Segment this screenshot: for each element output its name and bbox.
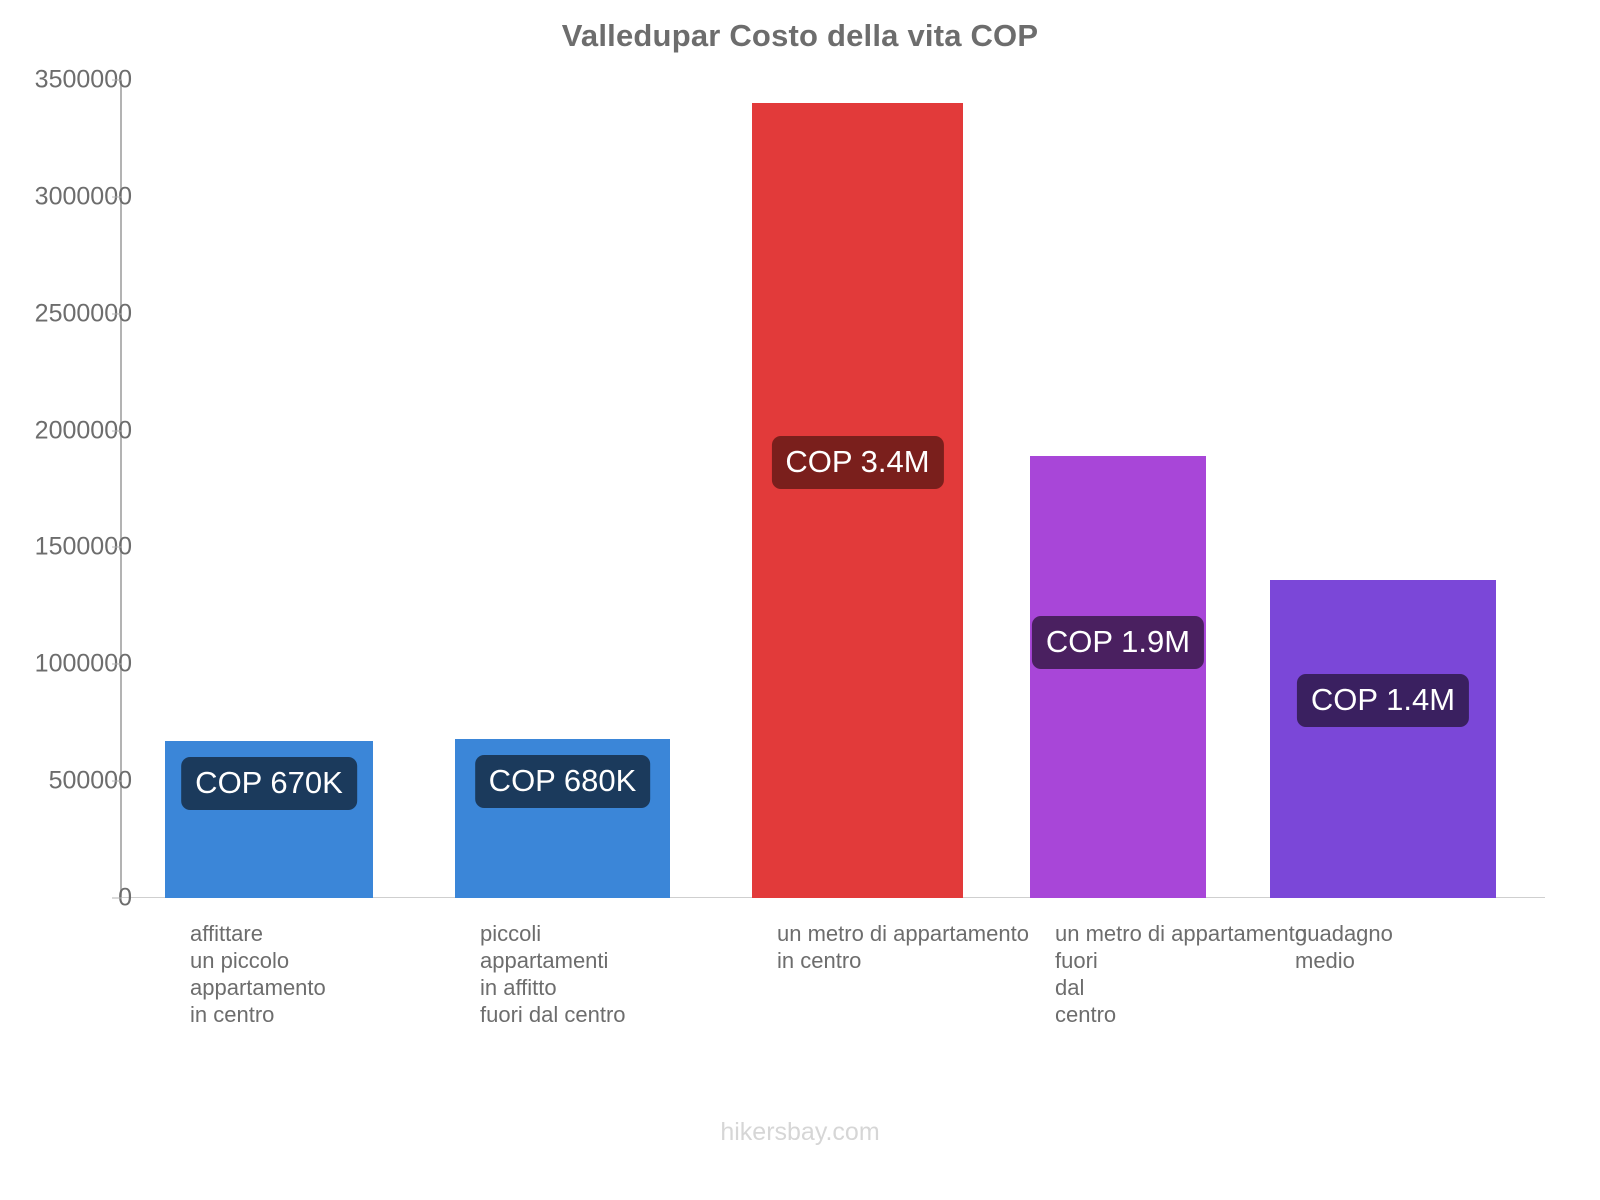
bar-rectangle[interactable] bbox=[1030, 456, 1206, 898]
x-axis-category-label-line: guadagno bbox=[1295, 921, 1393, 946]
bar-rectangle[interactable] bbox=[1270, 580, 1496, 898]
x-axis-category-label-line: fuori bbox=[1055, 948, 1098, 973]
x-axis-category-label: guadagno medio bbox=[1295, 920, 1393, 974]
x-axis-category-label-line: centro bbox=[1055, 1002, 1117, 1027]
y-axis-line bbox=[120, 80, 122, 898]
x-axis-category-label-line: in centro bbox=[777, 948, 862, 973]
x-axis-category-label-line: fuori dal centro bbox=[480, 1002, 626, 1027]
x-axis-category-label-line: in centro bbox=[190, 1002, 275, 1027]
y-axis-tick-mark bbox=[112, 79, 122, 81]
x-axis-category-label-line: affittare bbox=[190, 921, 263, 946]
x-axis-category-label-line: appartamenti bbox=[480, 948, 609, 973]
x-axis-category-label-line: un metro di appartamento bbox=[1055, 921, 1307, 946]
y-axis-tick-mark bbox=[112, 430, 122, 432]
x-axis-category-label-line: appartamento bbox=[190, 975, 326, 1000]
x-axis-category-label-line: un piccolo bbox=[190, 948, 290, 973]
x-axis-category-label: un metro di appartamento in centro bbox=[777, 920, 1029, 974]
x-axis-category-label-line: medio bbox=[1295, 948, 1355, 973]
page-title: Valledupar Costo della vita COP bbox=[561, 18, 1039, 53]
x-axis-category-label-line: dal bbox=[1055, 975, 1085, 1000]
bar-value-badge: COP 680K bbox=[474, 755, 651, 809]
x-axis-category-label-line: piccoli bbox=[480, 921, 542, 946]
bar-2[interactable]: COP 680K bbox=[455, 739, 670, 898]
bar-value-badge: COP 670K bbox=[181, 757, 357, 811]
bar-value-badge: COP 1.4M bbox=[1296, 674, 1470, 728]
x-axis-category-label: piccoli appartamenti in affitto fuori dal c… bbox=[480, 920, 626, 1028]
y-axis-tick-mark bbox=[112, 313, 122, 315]
plot-area: COP 670K COP 680K COP 3.4M COP 1.9M COP 1.4M bbox=[120, 80, 1545, 898]
bar-rectangle[interactable] bbox=[752, 103, 963, 898]
y-axis-tick-mark bbox=[112, 780, 122, 782]
bar-1[interactable]: COP 670K bbox=[165, 741, 373, 898]
x-axis-category-label: un metro di appartamento fuori dal centro bbox=[1055, 920, 1307, 1028]
y-axis-tick-mark bbox=[112, 897, 122, 899]
bar-3[interactable]: COP 3.4M bbox=[752, 103, 963, 898]
y-axis-tick-mark bbox=[112, 663, 122, 665]
bar-value-badge: COP 1.9M bbox=[1031, 616, 1205, 670]
bar-value-badge: COP 3.4M bbox=[771, 436, 944, 490]
x-axis-category-label: affittare un piccolo appartamento in centro bbox=[190, 920, 326, 1028]
bar-5[interactable]: COP 1.4M bbox=[1270, 580, 1496, 898]
footer-watermark: hikersbay.com bbox=[720, 1118, 880, 1146]
y-axis-tick-mark bbox=[112, 196, 122, 198]
y-axis-tick-mark bbox=[112, 546, 122, 548]
x-axis-category-label-line: in affitto bbox=[480, 975, 557, 1000]
x-axis-category-label-line: un metro di appartamento bbox=[777, 921, 1029, 946]
bar-4[interactable]: COP 1.9M bbox=[1030, 456, 1206, 898]
y-axis-tick-label: 0 bbox=[118, 883, 132, 912]
